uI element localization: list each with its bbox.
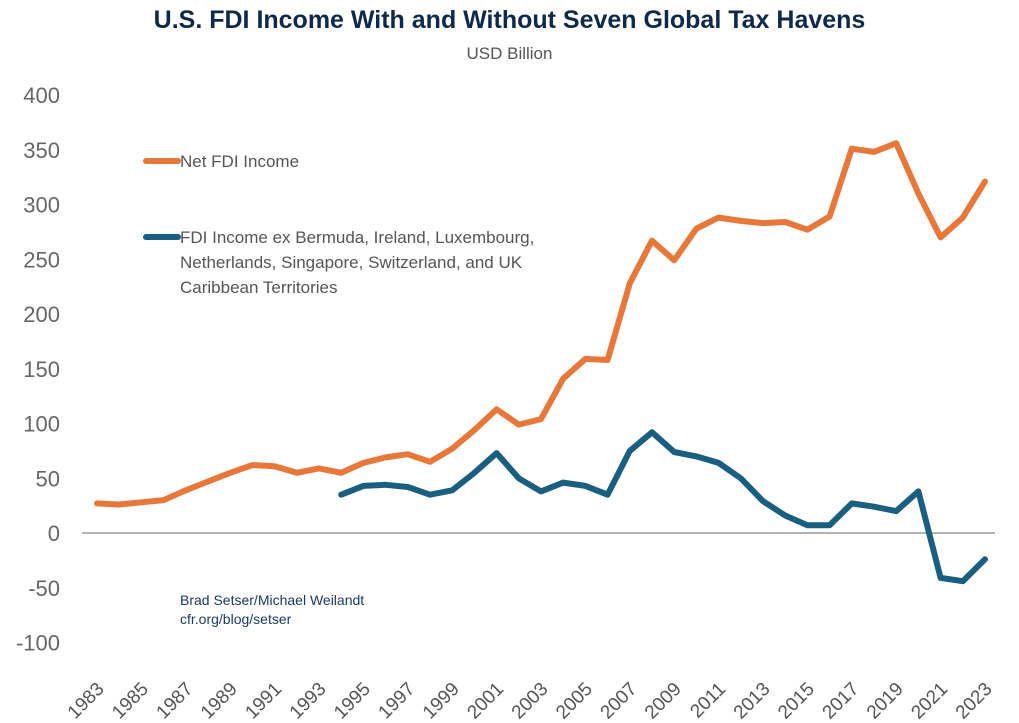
y-tick-label: 300 [23, 193, 60, 218]
legend-label-fdi-income-ex-havens: Caribbean Territories [180, 278, 337, 297]
x-tick-label: 1985 [108, 679, 153, 723]
y-tick-label: 350 [23, 138, 60, 163]
source-annotation: cfr.org/blog/setser [180, 611, 292, 627]
series-line-fdi-income-ex-havens [338, 429, 988, 585]
legend-label-fdi-income-ex-havens: FDI Income ex Bermuda, Ireland, Luxembou… [180, 228, 534, 247]
x-tick-label: 2013 [730, 679, 775, 723]
y-tick-label: 250 [23, 247, 60, 272]
x-tick-label: 2019 [863, 679, 908, 723]
legend-label-fdi-income-ex-havens: Netherlands, Singapore, Switzerland, and… [180, 253, 523, 272]
chart-subtitle: USD Billion [466, 44, 553, 63]
x-tick-label: 1987 [153, 679, 198, 723]
x-tick-label: 2023 [952, 679, 997, 723]
x-tick-label: 2007 [597, 679, 642, 723]
y-tick-label: 400 [23, 83, 60, 108]
x-tick-label: 1997 [375, 679, 420, 723]
x-tick-label: 1983 [64, 679, 109, 723]
x-tick-label: 2003 [508, 679, 553, 723]
y-tick-label: -50 [28, 576, 60, 601]
x-tick-label: 1999 [419, 679, 464, 723]
x-tick-label: 2005 [552, 679, 597, 723]
series-line-net-fdi-income [94, 140, 988, 508]
x-tick-label: 1995 [330, 679, 375, 723]
x-tick-label: 2015 [774, 679, 819, 723]
legend-label-net-fdi-income: Net FDI Income [180, 152, 299, 171]
y-tick-label: 100 [23, 412, 60, 437]
x-tick-label: 2001 [463, 679, 508, 723]
chart-title: U.S. FDI Income With and Without Seven G… [153, 6, 866, 34]
y-tick-label: 0 [48, 521, 60, 546]
x-tick-label: 1991 [241, 679, 286, 723]
x-tick-label: 2011 [686, 679, 730, 723]
y-tick-label: 200 [23, 302, 60, 327]
y-tick-label: 150 [23, 357, 60, 382]
x-tick-label: 1993 [286, 679, 331, 723]
source-annotation: Brad Setser/Michael Weilandt [180, 592, 364, 608]
x-tick-label: 2021 [907, 679, 952, 723]
y-tick-label: -100 [16, 631, 60, 656]
x-tick-label: 2017 [819, 679, 864, 723]
x-tick-label: 2009 [641, 679, 686, 723]
y-tick-label: 50 [36, 466, 60, 491]
x-tick-label: 1989 [197, 679, 242, 723]
